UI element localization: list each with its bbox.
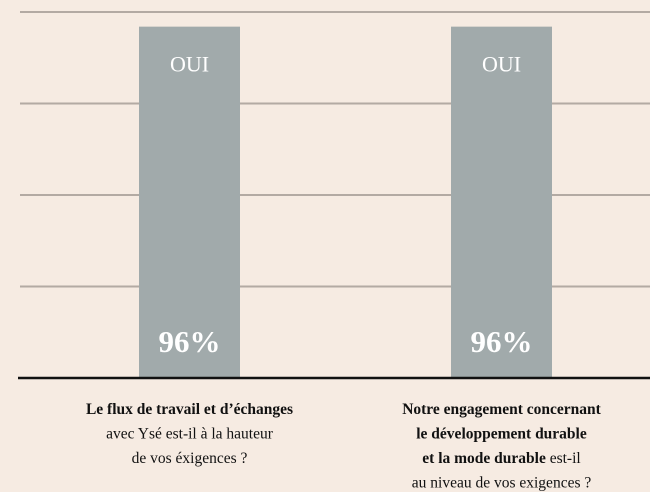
bar-label: OUI [170, 52, 209, 77]
category-text: le développement durable [416, 425, 587, 442]
value-label: 96% [159, 324, 221, 359]
category-text: avec Ysé est-il à la hauteur [106, 425, 274, 442]
bar [451, 26, 552, 378]
category-label: au niveau de vos exigences ? [412, 474, 592, 491]
category-text: au niveau de vos exigences ? [412, 474, 592, 491]
category-label: de vos éxigences ? [132, 450, 248, 467]
value-label: 96% [471, 324, 533, 359]
category-text: et la mode durable [422, 450, 546, 467]
category-text: de vos éxigences ? [132, 450, 248, 467]
category-text: Le flux de travail et d’échanges [86, 401, 293, 418]
bar-label: OUI [482, 52, 521, 77]
category-text: est-il [546, 450, 581, 467]
bar [139, 26, 240, 378]
category-label: et la mode durable est-il [422, 450, 580, 467]
category-text: Notre engagement concernant [402, 401, 601, 418]
category-label: Le flux de travail et d’échanges [86, 401, 293, 418]
category-label: le développement durable [416, 425, 587, 442]
category-label: avec Ysé est-il à la hauteur [106, 425, 274, 442]
category-label: Notre engagement concernant [402, 401, 601, 418]
